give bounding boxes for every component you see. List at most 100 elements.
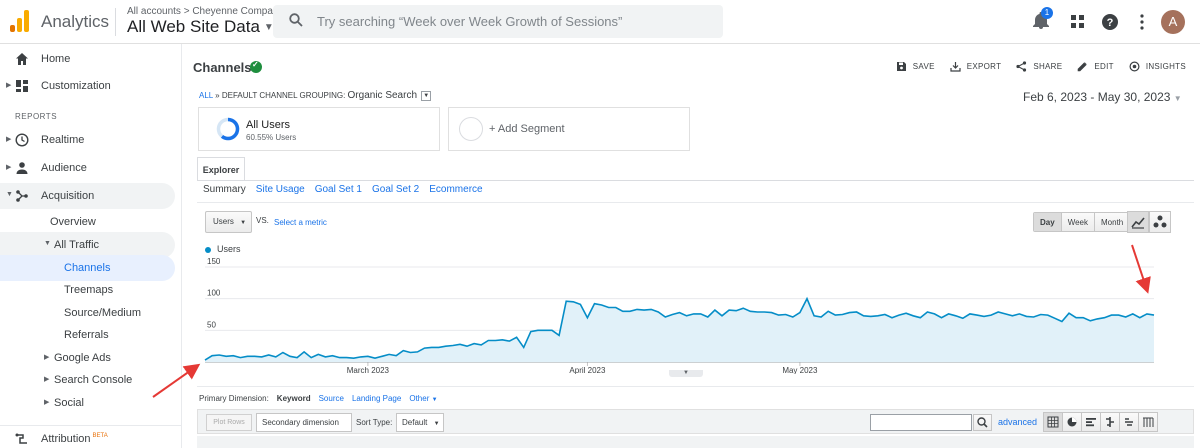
share-icon [1016,61,1027,72]
subtab-goal-set-1[interactable]: Goal Set 1 [314,184,362,195]
performance-view-button[interactable] [1081,412,1101,432]
attribution-label: Attribution [41,433,91,445]
primary-dimension-bar: Primary Dimension: Keyword Source Landin… [199,394,438,403]
chart-type-toggle [1127,211,1171,233]
secondary-dimension-label: Secondary dimension [262,418,339,427]
dimension-source-link[interactable]: Source [318,394,344,403]
sidebar-item-label: Search Console [54,374,133,386]
more-options-button[interactable] [1131,11,1153,33]
save-icon [896,62,906,71]
date-range-picker[interactable]: Feb 6, 2023 - May 30, 2023 ▼ [1023,90,1182,104]
table-view-toggle [1043,412,1158,432]
subtab-ecommerce[interactable]: Ecommerce [429,184,483,195]
sidebar-item-realtime[interactable]: ▶ Realtime [0,127,175,153]
sidebar-item-label: Referrals [64,329,109,341]
granularity-month-button[interactable]: Month [1094,213,1130,231]
divider [115,8,116,36]
add-segment-button[interactable]: + Add Segment [448,107,690,151]
export-label: EXPORT [966,62,1002,71]
app-name: Analytics [41,12,110,31]
sidebar-item-treemaps[interactable]: Treemaps [0,277,175,303]
dimension-other-dropdown[interactable]: Other ▼ [409,394,437,403]
table-search-button[interactable] [973,414,992,431]
breadcrumb-all-link[interactable]: ALL [199,91,213,100]
plot-rows-button[interactable]: Plot Rows [206,414,252,431]
sidebar-item-channels[interactable]: Channels [0,255,175,281]
add-segment-label: + Add Segment [489,123,565,135]
chevron-right-icon: ▶ [6,82,12,89]
property-name: All Web Site Data [127,17,260,36]
chevron-right-icon: ▶ [6,136,12,143]
sidebar-item-audience[interactable]: ▶ Audience [0,155,175,181]
legend-dot [205,246,211,253]
percentage-view-button[interactable] [1062,412,1082,432]
sort-type-dropdown[interactable]: Default ▼ [396,413,444,432]
divider [197,386,1194,387]
grouping-label: DEFAULT CHANNEL GROUPING: [221,91,346,100]
advanced-filter-link[interactable]: advanced [998,417,1038,427]
svg-text:?: ? [1107,17,1114,29]
sidebar-item-search-console[interactable]: ▶ Search Console [0,367,175,393]
sidebar-item-label: Channels [64,262,111,274]
grouping-dropdown-button[interactable]: ▼ [421,90,432,101]
sidebar-item-overview[interactable]: Overview [0,209,175,235]
property-selector[interactable]: All Web Site Data ▼ [127,17,274,37]
line-chart-button[interactable] [1127,211,1149,233]
motion-chart-button[interactable] [1149,211,1171,233]
divider [197,202,1194,203]
divider [197,180,1194,181]
notifications-button[interactable]: 1 [1031,7,1053,33]
edit-button[interactable]: EDIT [1077,61,1114,72]
attribution-icon [15,433,27,444]
sidebar-item-source-medium[interactable]: Source/Medium [0,300,175,326]
tab-explorer[interactable]: Explorer [197,157,245,181]
sidebar-item-attribution[interactable]: Attribution BETA [0,425,182,448]
select-metric-link[interactable]: Select a metric [274,218,327,227]
beta-badge: BETA [92,433,108,439]
sidebar-item-label: Social [54,397,84,409]
term-cloud-icon [1125,418,1133,426]
users-line-chart: 150 100 50 March 2023 April 2023 May 2023 [204,257,1155,374]
help-button[interactable]: ? [1100,11,1122,33]
save-button[interactable]: SAVE [896,61,935,72]
subtab-summary[interactable]: Summary [203,184,246,195]
metric-selector[interactable]: Users ▼ [205,211,252,233]
breadcrumb: ALL » DEFAULT CHANNEL GROUPING: Organic … [199,90,432,101]
subtab-site-usage[interactable]: Site Usage [255,184,305,195]
secondary-dimension-dropdown[interactable]: Secondary dimension ▼ [256,413,352,444]
sidebar-item-all-traffic[interactable]: ▼ All Traffic [0,232,175,258]
chart-resize-handle[interactable]: ▼ [669,370,703,377]
insights-button[interactable]: INSIGHTS [1129,61,1186,72]
granularity-day-button[interactable]: Day [1034,213,1061,231]
search-box[interactable] [273,5,723,38]
sidebar-item-customization[interactable]: ▶ Customization [0,73,175,99]
sidebar-item-acquisition[interactable]: ▼ Acquisition [0,183,175,209]
share-button[interactable]: SHARE [1016,61,1062,72]
account-breadcrumb[interactable]: All accounts > Cheyenne Company [127,6,284,17]
segment-all-users[interactable]: All Users 60.55% Users [198,107,440,151]
chevron-right-icon: ▶ [44,399,50,406]
x-tick-label: April 2023 [569,366,606,374]
chevron-down-icon: ▼ [431,397,438,403]
analytics-logo-icon[interactable] [10,10,30,32]
apps-button[interactable] [1068,11,1090,33]
sidebar-item-home[interactable]: Home [0,46,175,72]
data-table-view-button[interactable] [1043,412,1063,432]
comparison-view-button[interactable] [1100,412,1120,432]
dimension-keyword[interactable]: Keyword [276,394,311,403]
sidebar-item-label: Overview [50,216,96,228]
dimension-landing-page-link[interactable]: Landing Page [351,394,402,403]
term-cloud-view-button[interactable] [1119,412,1139,432]
table-search-input[interactable] [870,414,972,431]
search-input[interactable] [317,5,717,38]
comparison-icon [1106,417,1114,427]
export-button[interactable]: EXPORT [950,61,1002,72]
sidebar-item-google-ads[interactable]: ▶ Google Ads [0,345,175,371]
avatar[interactable]: A [1161,10,1185,34]
sidebar-item-social[interactable]: ▶ Social [0,390,175,416]
sidebar-item-referrals[interactable]: Referrals [0,322,175,348]
sidebar-item-label: Google Ads [54,352,111,364]
subtab-goal-set-2[interactable]: Goal Set 2 [371,184,420,195]
granularity-week-button[interactable]: Week [1060,213,1094,231]
pivot-view-button[interactable] [1138,412,1158,432]
